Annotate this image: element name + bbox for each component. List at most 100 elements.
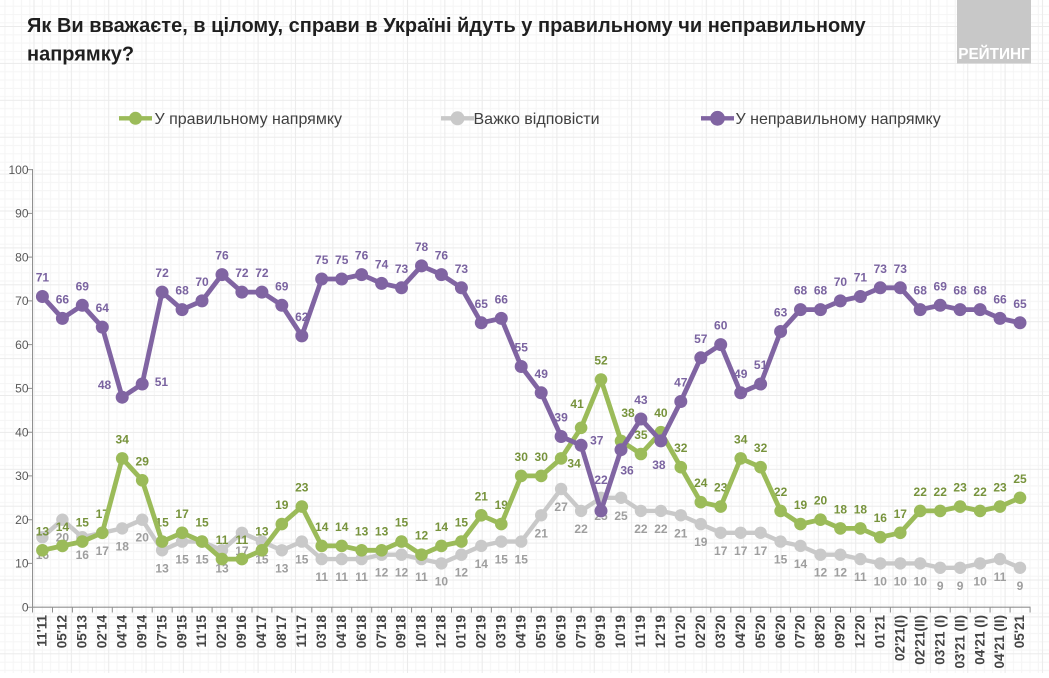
svg-text:20: 20	[136, 531, 150, 545]
svg-text:05'13: 05'13	[75, 615, 90, 649]
svg-text:У правильному напрямку: У правильному напрямку	[155, 111, 343, 128]
svg-text:11: 11	[415, 570, 428, 584]
svg-text:17: 17	[894, 507, 908, 521]
svg-text:17: 17	[754, 544, 768, 558]
svg-text:75: 75	[335, 253, 349, 267]
svg-text:10: 10	[874, 574, 888, 588]
svg-text:37: 37	[590, 433, 604, 447]
svg-text:22: 22	[914, 485, 928, 499]
svg-text:57: 57	[694, 332, 708, 346]
svg-text:03'21 (I): 03'21 (I)	[932, 615, 947, 665]
svg-text:01'20: 01'20	[673, 615, 688, 648]
svg-text:11: 11	[216, 533, 229, 547]
svg-text:71: 71	[36, 271, 50, 285]
svg-text:15: 15	[295, 553, 309, 567]
svg-text:04'14: 04'14	[114, 615, 129, 649]
svg-text:03'21 (II): 03'21 (II)	[952, 615, 967, 669]
svg-text:68: 68	[953, 284, 967, 298]
svg-text:17: 17	[175, 507, 189, 521]
svg-text:13: 13	[275, 561, 289, 575]
svg-text:07'19: 07'19	[573, 615, 588, 648]
svg-text:68: 68	[914, 284, 928, 298]
svg-text:РЕЙТИНГ: РЕЙТИНГ	[958, 45, 1030, 63]
svg-text:68: 68	[794, 284, 808, 298]
svg-text:05'12: 05'12	[55, 615, 70, 648]
svg-text:15: 15	[455, 516, 469, 530]
svg-text:34: 34	[116, 432, 130, 446]
svg-text:9: 9	[957, 579, 964, 593]
svg-text:23: 23	[993, 481, 1007, 495]
svg-text:22: 22	[654, 522, 668, 536]
svg-text:68: 68	[814, 284, 828, 298]
svg-text:04'21 (I): 04'21 (I)	[972, 615, 987, 665]
svg-text:49: 49	[535, 367, 549, 381]
svg-text:48: 48	[98, 378, 112, 392]
svg-text:41: 41	[570, 397, 584, 411]
svg-text:20: 20	[15, 513, 29, 527]
svg-text:09'14: 09'14	[134, 615, 149, 649]
svg-text:73: 73	[874, 262, 888, 276]
svg-text:36: 36	[620, 464, 634, 478]
svg-text:10: 10	[435, 574, 449, 588]
svg-text:24: 24	[694, 476, 708, 490]
svg-text:70: 70	[195, 275, 209, 289]
svg-text:04'18: 04'18	[334, 615, 349, 649]
svg-text:70: 70	[834, 275, 848, 289]
svg-text:73: 73	[395, 262, 409, 276]
svg-text:11: 11	[315, 570, 328, 584]
svg-text:12: 12	[455, 566, 469, 580]
svg-text:80: 80	[15, 250, 29, 264]
svg-text:22: 22	[594, 473, 608, 487]
svg-text:18: 18	[834, 502, 848, 516]
svg-text:У неправильному напрямку: У неправильному напрямку	[736, 111, 941, 128]
svg-text:90: 90	[15, 207, 29, 221]
svg-text:06'19: 06'19	[553, 615, 568, 648]
svg-text:100: 100	[8, 163, 28, 177]
svg-text:9: 9	[1017, 579, 1024, 593]
svg-text:05'19: 05'19	[533, 615, 548, 648]
svg-text:35: 35	[634, 428, 648, 442]
svg-text:18: 18	[116, 539, 130, 553]
svg-text:12'20: 12'20	[853, 615, 868, 648]
svg-text:69: 69	[275, 279, 289, 293]
svg-text:47: 47	[674, 376, 688, 390]
svg-text:напрямку?: напрямку?	[27, 44, 134, 66]
svg-text:22: 22	[973, 485, 987, 499]
svg-text:11'17: 11'17	[294, 615, 309, 648]
svg-text:66: 66	[495, 292, 509, 306]
svg-text:15: 15	[195, 553, 209, 567]
svg-text:15: 15	[395, 516, 409, 530]
svg-text:07'18: 07'18	[374, 615, 389, 649]
svg-text:13: 13	[215, 561, 229, 575]
svg-text:02'16: 02'16	[214, 615, 229, 649]
svg-text:23: 23	[714, 481, 728, 495]
svg-text:14: 14	[435, 520, 449, 534]
svg-text:10'18: 10'18	[414, 615, 429, 649]
svg-text:15: 15	[495, 553, 509, 567]
svg-text:14: 14	[794, 557, 808, 571]
svg-text:09'20: 09'20	[833, 615, 848, 648]
svg-text:65: 65	[475, 297, 489, 311]
svg-text:15: 15	[515, 553, 529, 567]
svg-text:21: 21	[475, 489, 489, 503]
svg-text:14: 14	[56, 520, 70, 534]
svg-text:11'19: 11'19	[633, 615, 648, 648]
svg-text:34: 34	[567, 456, 581, 470]
svg-text:02'14: 02'14	[95, 615, 110, 649]
svg-text:63: 63	[774, 306, 788, 320]
svg-text:75: 75	[315, 253, 329, 267]
svg-text:30: 30	[515, 450, 529, 464]
svg-text:12: 12	[375, 566, 389, 580]
svg-text:Як Ви вважаєте, в цілому, спра: Як Ви вважаєте, в цілому, справи в Украї…	[27, 15, 866, 37]
svg-text:72: 72	[155, 266, 169, 280]
svg-text:10'19: 10'19	[613, 615, 628, 648]
svg-text:11'15: 11'15	[194, 615, 209, 648]
svg-text:17: 17	[96, 544, 110, 558]
svg-text:06'18: 06'18	[354, 615, 369, 649]
svg-text:08'17: 08'17	[274, 615, 289, 648]
svg-text:68: 68	[973, 284, 987, 298]
svg-text:19: 19	[794, 498, 808, 512]
svg-text:12'18: 12'18	[434, 615, 449, 649]
svg-text:12: 12	[814, 566, 828, 580]
svg-text:17: 17	[734, 544, 748, 558]
